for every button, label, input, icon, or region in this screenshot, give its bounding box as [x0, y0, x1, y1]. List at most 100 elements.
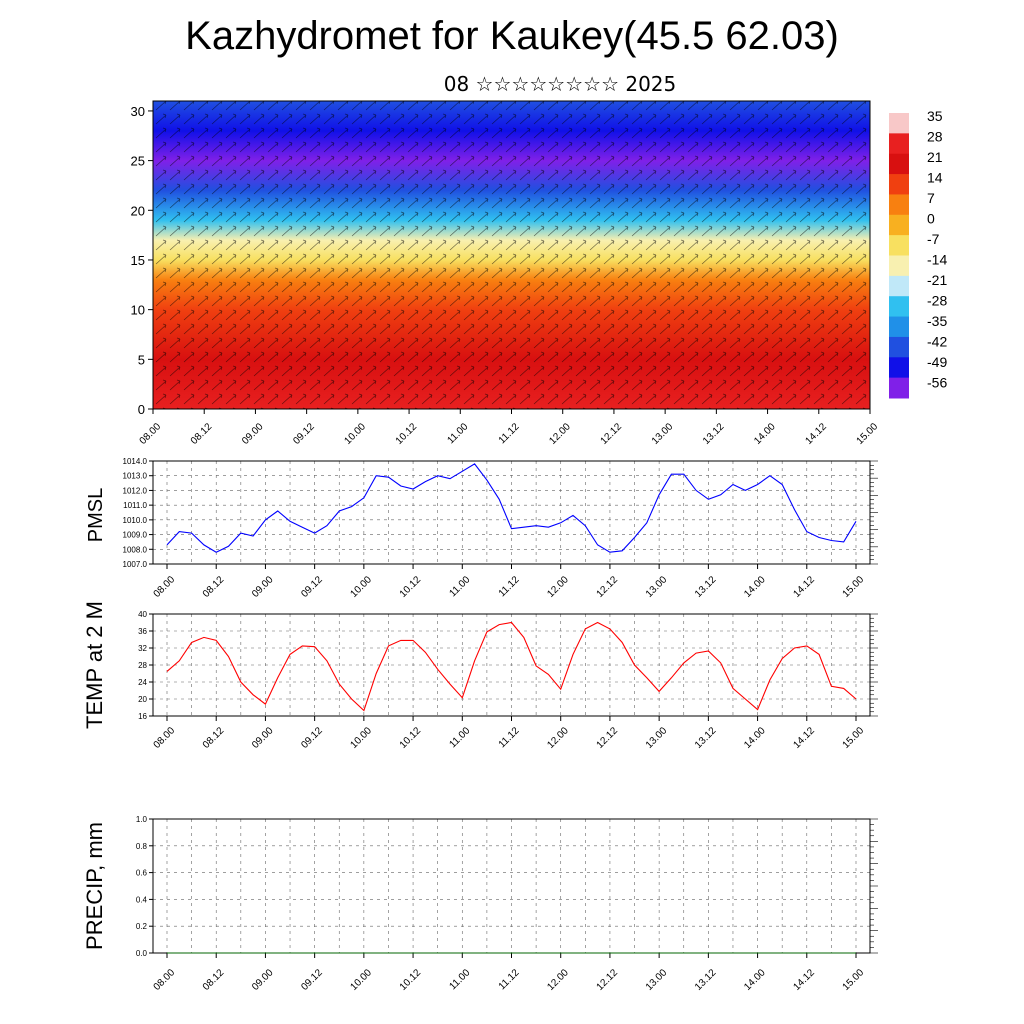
y-tick-label: 1007.0	[123, 560, 148, 569]
x-tick-label: 13.00	[644, 967, 670, 993]
x-tick-label: 15.00	[841, 574, 867, 600]
y-tick-label: 40	[138, 610, 147, 619]
y-tick-label: 0	[138, 402, 145, 417]
y-tick-label: 1012.0	[123, 486, 148, 495]
x-tick-label: 11.00	[447, 574, 472, 599]
y-tick-label: 1.0	[136, 815, 148, 824]
x-tick-label: 10.12	[394, 421, 420, 447]
y-tick-label: 1008.0	[123, 545, 148, 554]
wind-barbs-overlay	[153, 101, 870, 409]
y-tick-label: 5	[138, 352, 145, 367]
x-tick-label: 13.12	[701, 421, 727, 447]
x-tick-label: 14.12	[791, 574, 817, 600]
x-tick-label: 08.12	[201, 574, 227, 600]
x-tick-label: 12.00	[545, 574, 571, 600]
y-tick-label: 1014.0	[123, 457, 148, 466]
x-tick-label: 14.00	[752, 421, 778, 447]
x-tick-label: 08.12	[201, 967, 227, 993]
y-axis-label: TEMP at 2 M	[82, 601, 107, 729]
colorbar-swatch	[889, 316, 909, 338]
x-tick-label: 09.12	[299, 574, 325, 600]
y-tick-label: 16	[138, 712, 147, 721]
y-tick-label: 0.4	[136, 895, 148, 904]
y-tick-label: 15	[131, 253, 145, 268]
colorbar-swatch	[889, 194, 909, 216]
y-tick-label: 1010.0	[123, 516, 148, 525]
colorbar-label: -56	[927, 375, 947, 391]
x-tick-label: 08.00	[152, 725, 178, 751]
x-tick-label: 09.12	[299, 967, 325, 993]
colorbar-label: -14	[927, 252, 947, 268]
x-tick-label: 12.12	[595, 574, 621, 600]
x-tick-label: 08.00	[152, 967, 178, 993]
x-tick-label: 15.00	[841, 725, 867, 751]
y-tick-label: 28	[138, 661, 147, 670]
x-tick-label: 10.00	[343, 421, 369, 447]
x-tick-label: 12.00	[547, 421, 573, 447]
y-tick-label: 25	[131, 154, 145, 169]
colorbar-swatch	[889, 336, 909, 358]
colorbar-label: -42	[927, 334, 947, 350]
x-tick-label: 08.12	[189, 421, 215, 447]
x-tick-label: 13.12	[693, 725, 719, 751]
y-tick-label: 1013.0	[123, 472, 148, 481]
x-tick-label: 12.00	[545, 725, 571, 751]
colorbar-label: 21	[927, 149, 943, 165]
y-tick-label: 10	[131, 303, 145, 318]
colorbar-label: 14	[927, 170, 943, 186]
x-tick-label: 09.12	[299, 725, 325, 751]
y-tick-label: 0.2	[136, 922, 148, 931]
x-tick-label: 12.12	[595, 725, 621, 751]
x-tick-label: 11.00	[445, 421, 470, 446]
x-tick-label: 09.00	[250, 967, 276, 993]
y-axis-label: PMSL	[85, 488, 107, 542]
x-tick-label: 11.12	[497, 725, 522, 750]
x-tick-label: 14.12	[803, 421, 829, 447]
x-tick-label: 09.00	[250, 574, 276, 600]
colorbar-swatch	[889, 214, 909, 236]
x-tick-label: 14.12	[791, 967, 817, 993]
colorbar-label: -35	[927, 313, 947, 329]
colorbar-label: 0	[927, 211, 935, 227]
x-tick-label: 13.12	[693, 967, 719, 993]
x-tick-label: 14.00	[742, 967, 768, 993]
colorbar-swatch	[889, 377, 909, 399]
colorbar-label: -7	[927, 231, 940, 247]
chart-subtitle: 08 ☆☆☆☆☆☆☆☆ 2025	[443, 72, 677, 96]
y-tick-label: 20	[138, 695, 147, 704]
x-tick-label: 08.00	[152, 574, 178, 600]
x-tick-label: 11.00	[447, 725, 472, 750]
x-tick-label: 14.12	[791, 725, 817, 751]
colorbar-swatch	[889, 255, 909, 277]
series-line	[166, 621, 857, 712]
x-tick-label: 11.00	[447, 967, 472, 992]
x-tick-label: 11.12	[497, 967, 522, 992]
y-tick-label: 20	[131, 203, 145, 218]
y-axis-label: PRECIP, mm	[82, 822, 107, 950]
x-tick-label: 08.12	[201, 725, 227, 751]
x-tick-label: 14.00	[742, 725, 768, 751]
colorbar-label: 28	[927, 129, 943, 145]
y-tick-label: 1011.0	[123, 501, 147, 510]
colorbar-swatch	[889, 275, 909, 297]
x-tick-label: 13.00	[644, 574, 670, 600]
x-tick-label: 12.12	[599, 421, 625, 447]
y-tick-label: 32	[138, 644, 147, 653]
x-tick-label: 11.12	[497, 574, 522, 599]
x-tick-label: 15.00	[841, 967, 867, 993]
colorbar-swatch	[889, 133, 909, 155]
x-tick-label: 12.12	[595, 967, 621, 993]
colorbar-label: -49	[927, 354, 947, 370]
x-tick-label: 15.00	[855, 421, 881, 447]
chart-title: Kazhydromet for Kaukey(45.5 62.03)	[185, 14, 839, 58]
colorbar-swatch	[889, 153, 909, 175]
colorbar-label: -21	[927, 272, 947, 288]
series-line	[166, 463, 857, 553]
x-tick-label: 09.00	[240, 421, 266, 447]
x-tick-label: 08.00	[138, 421, 164, 447]
colorbar-swatch	[889, 235, 909, 256]
colorbar-label: 35	[927, 108, 943, 124]
x-tick-label: 12.00	[545, 967, 571, 993]
colorbar-swatch	[889, 113, 909, 134]
